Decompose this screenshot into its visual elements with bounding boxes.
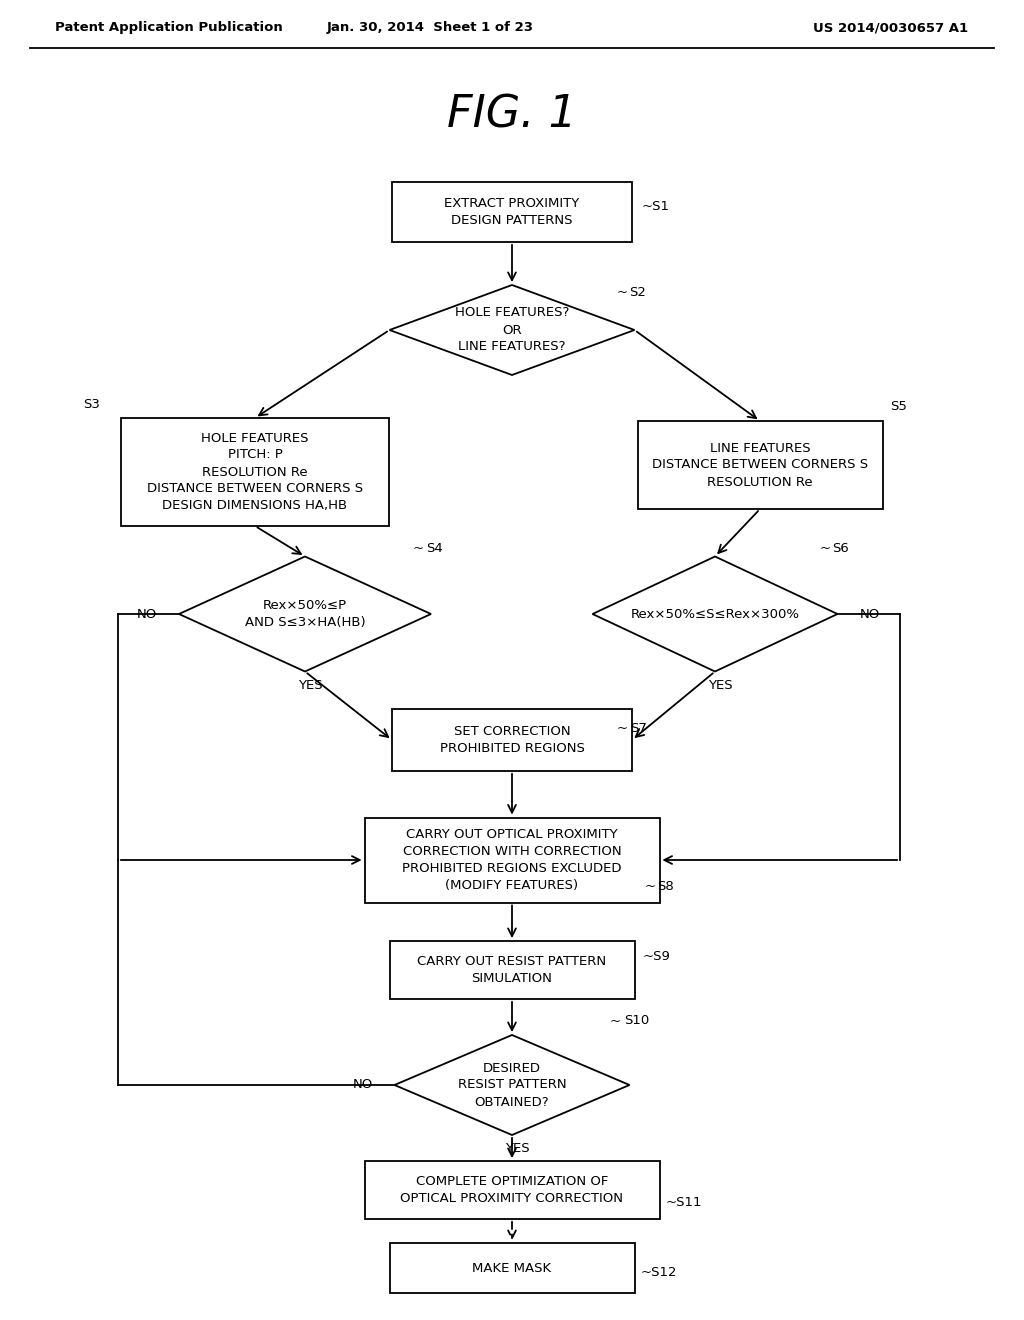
Text: MAKE MASK: MAKE MASK xyxy=(472,1262,552,1275)
Text: S5: S5 xyxy=(891,400,907,413)
Text: CARRY OUT OPTICAL PROXIMITY
CORRECTION WITH CORRECTION
PROHIBITED REGIONS EXCLUD: CARRY OUT OPTICAL PROXIMITY CORRECTION W… xyxy=(402,828,622,892)
Text: FIG. 1: FIG. 1 xyxy=(447,94,577,136)
Bar xyxy=(389,941,635,999)
Bar xyxy=(638,421,883,510)
Text: ~: ~ xyxy=(609,1015,621,1027)
Text: ~: ~ xyxy=(617,722,628,734)
Text: COMPLETE OPTIMIZATION OF
OPTICAL PROXIMITY CORRECTION: COMPLETE OPTIMIZATION OF OPTICAL PROXIMI… xyxy=(400,1175,624,1205)
Polygon shape xyxy=(389,285,635,375)
Text: S10: S10 xyxy=(625,1015,650,1027)
Text: NO: NO xyxy=(859,607,880,620)
Bar xyxy=(392,709,632,771)
Text: YES: YES xyxy=(505,1143,529,1155)
Text: ~S9: ~S9 xyxy=(642,949,671,962)
Text: ~: ~ xyxy=(616,285,628,298)
Text: S2: S2 xyxy=(630,285,646,298)
Text: Patent Application Publication: Patent Application Publication xyxy=(55,21,283,34)
Text: ~S12: ~S12 xyxy=(640,1266,677,1279)
Text: S8: S8 xyxy=(657,879,674,892)
Text: ~S1: ~S1 xyxy=(642,199,670,213)
Text: YES: YES xyxy=(298,678,323,692)
Text: ~S11: ~S11 xyxy=(666,1196,702,1209)
Text: SET CORRECTION
PROHIBITED REGIONS: SET CORRECTION PROHIBITED REGIONS xyxy=(439,725,585,755)
Text: NO: NO xyxy=(137,607,157,620)
Bar xyxy=(392,182,632,242)
Polygon shape xyxy=(593,557,838,672)
Text: S4: S4 xyxy=(426,543,442,554)
Polygon shape xyxy=(394,1035,630,1135)
Text: ~: ~ xyxy=(644,879,655,892)
Text: Rex×50%≤P
AND S≤3×HA(HB): Rex×50%≤P AND S≤3×HA(HB) xyxy=(245,599,366,630)
Text: ~: ~ xyxy=(413,543,424,554)
Text: S7: S7 xyxy=(630,722,647,734)
Text: NO: NO xyxy=(352,1078,373,1092)
Text: CARRY OUT RESIST PATTERN
SIMULATION: CARRY OUT RESIST PATTERN SIMULATION xyxy=(418,954,606,985)
Text: Rex×50%≤S≤Rex×300%: Rex×50%≤S≤Rex×300% xyxy=(631,607,800,620)
Bar xyxy=(389,1243,635,1294)
Text: HOLE FEATURES?
OR
LINE FEATURES?: HOLE FEATURES? OR LINE FEATURES? xyxy=(455,306,569,354)
Text: S3: S3 xyxy=(83,397,100,411)
Bar xyxy=(365,817,659,903)
Text: DESIRED
RESIST PATTERN
OBTAINED?: DESIRED RESIST PATTERN OBTAINED? xyxy=(458,1061,566,1109)
Bar xyxy=(121,418,389,525)
Text: ~: ~ xyxy=(819,543,830,554)
Text: HOLE FEATURES
PITCH: P
RESOLUTION Re
DISTANCE BETWEEN CORNERS S
DESIGN DIMENSION: HOLE FEATURES PITCH: P RESOLUTION Re DIS… xyxy=(146,432,364,512)
Text: LINE FEATURES
DISTANCE BETWEEN CORNERS S
RESOLUTION Re: LINE FEATURES DISTANCE BETWEEN CORNERS S… xyxy=(652,441,868,488)
Text: EXTRACT PROXIMITY
DESIGN PATTERNS: EXTRACT PROXIMITY DESIGN PATTERNS xyxy=(444,197,580,227)
Text: S6: S6 xyxy=(833,543,849,554)
Text: US 2014/0030657 A1: US 2014/0030657 A1 xyxy=(813,21,968,34)
Text: Jan. 30, 2014  Sheet 1 of 23: Jan. 30, 2014 Sheet 1 of 23 xyxy=(327,21,534,34)
Polygon shape xyxy=(179,557,431,672)
Bar xyxy=(365,1162,659,1218)
Text: YES: YES xyxy=(708,678,732,692)
